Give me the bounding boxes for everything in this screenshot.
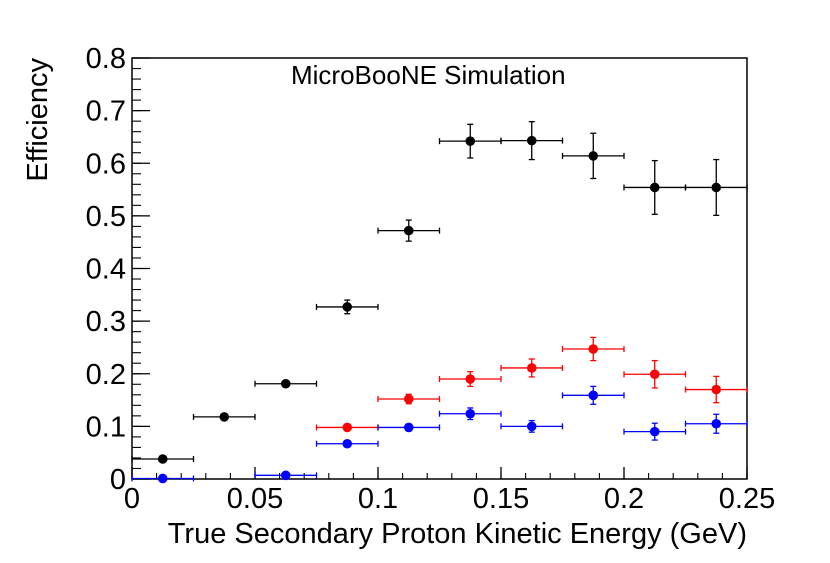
data-point: [280, 378, 291, 389]
data-point: [526, 135, 537, 146]
axis-tick-labels: 0 0.05 0.1 0.15 0.2 0.25 0 0.1 0.2 0.3 0.4 0.5 0.6 0.…: [86, 43, 776, 515]
y-tick-label: 0.2: [86, 359, 126, 391]
data-point: [403, 422, 414, 433]
data-point: [711, 182, 722, 193]
x-tick-label: 0: [124, 483, 140, 515]
data-point: [342, 302, 353, 312]
data-point: [649, 369, 660, 380]
y-tick-label: 0: [110, 464, 126, 496]
x-axis-label: True Secondary Proton Kinetic Energy (Ge…: [168, 518, 747, 550]
chart-title: MicroBooNE Simulation: [291, 60, 566, 90]
data-point: [465, 136, 476, 146]
data-point: [588, 390, 599, 401]
data-point: [465, 374, 476, 384]
data-point: [403, 394, 414, 404]
data-point: [711, 418, 722, 429]
data-point: [588, 151, 599, 161]
data-point: [219, 412, 230, 422]
y-tick-label: 0.4: [86, 254, 126, 286]
data-point: [588, 344, 599, 354]
x-tick-label: 0.25: [719, 483, 775, 515]
data-series: [131, 385, 748, 484]
data-point: [342, 422, 353, 433]
data-point: [711, 384, 722, 395]
data-point: [157, 454, 168, 464]
data-point: [465, 408, 476, 419]
x-tick-label: 0.15: [473, 483, 529, 515]
data-point: [649, 182, 660, 193]
data-series: [315, 336, 748, 433]
y-tick-label: 0.7: [86, 96, 126, 128]
y-tick-label: 0.5: [86, 201, 126, 233]
data-series: [131, 121, 748, 464]
y-tick-label: 0.8: [86, 43, 126, 75]
data-point: [280, 470, 291, 481]
y-tick-label: 0.3: [86, 306, 126, 338]
y-axis-label: Efficiency: [22, 58, 54, 182]
y-tick-label: 0.1: [86, 411, 126, 443]
data-point: [157, 473, 168, 484]
data-points: [131, 121, 748, 484]
x-tick-label: 0.05: [227, 483, 283, 515]
data-point: [649, 426, 660, 437]
data-point: [526, 363, 537, 373]
y-tick-label: 0.6: [86, 148, 126, 180]
data-point: [403, 225, 414, 236]
data-point: [526, 421, 537, 432]
x-tick-label: 0.1: [358, 483, 398, 515]
data-point: [342, 438, 353, 449]
x-tick-label: 0.2: [604, 483, 644, 515]
